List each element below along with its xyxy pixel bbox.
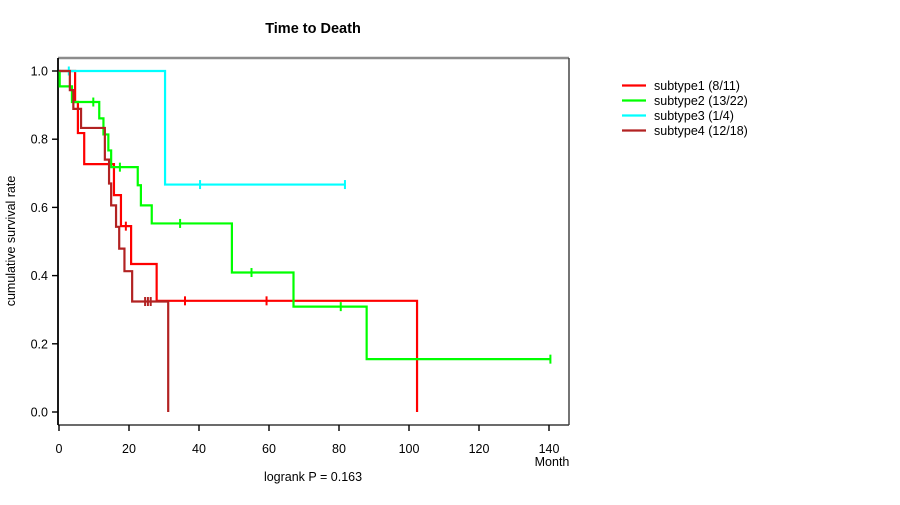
km-step-line xyxy=(59,69,345,186)
km-step-line xyxy=(59,69,170,412)
y-axis: 0.0 0.2 0.4 0.6 0.8 1.0 xyxy=(31,65,58,420)
km-step-line xyxy=(59,69,419,412)
legend-label-subtype2: subtype2 (13/22) xyxy=(654,94,748,108)
logrank-annotation: logrank P = 0.163 xyxy=(264,470,362,484)
y-tick-label: 0.6 xyxy=(31,201,48,215)
y-tick-label: 0.4 xyxy=(31,269,48,283)
y-tick-label: 0.8 xyxy=(31,133,48,147)
y-tick-label: 0.0 xyxy=(31,406,48,420)
x-tick-label: 60 xyxy=(262,442,276,456)
y-tick-label: 0.2 xyxy=(31,337,48,351)
x-tick-label: 100 xyxy=(399,442,420,456)
legend-label-subtype4: subtype4 (12/18) xyxy=(654,124,748,138)
chart-title: Time to Death xyxy=(265,21,361,37)
legend-label-subtype1: subtype1 (8/11) xyxy=(654,79,740,93)
survival-curve-subtype4 xyxy=(59,69,170,412)
survival-curve-subtype1 xyxy=(59,69,419,412)
survival-curve-subtype2 xyxy=(58,69,552,364)
survival-curves xyxy=(58,66,552,412)
x-tick-label: 120 xyxy=(469,442,490,456)
x-axis: 0 20 40 60 80 100 120 140 xyxy=(56,425,560,456)
legend-label-subtype3: subtype3 (1/4) xyxy=(654,109,734,123)
x-tick-label: 140 xyxy=(539,442,560,456)
plot-box xyxy=(57,56,570,426)
legend: subtype1 (8/11)subtype2 (13/22)subtype3 … xyxy=(622,79,748,138)
x-axis-label: Month xyxy=(535,455,570,469)
y-tick-label: 1.0 xyxy=(31,65,48,79)
y-axis-label: cumulative survival rate xyxy=(4,176,18,307)
km-step-line xyxy=(58,69,551,361)
x-tick-label: 80 xyxy=(332,442,346,456)
x-tick-label: 0 xyxy=(56,442,63,456)
x-tick-label: 40 xyxy=(192,442,206,456)
x-tick-label: 20 xyxy=(122,442,136,456)
